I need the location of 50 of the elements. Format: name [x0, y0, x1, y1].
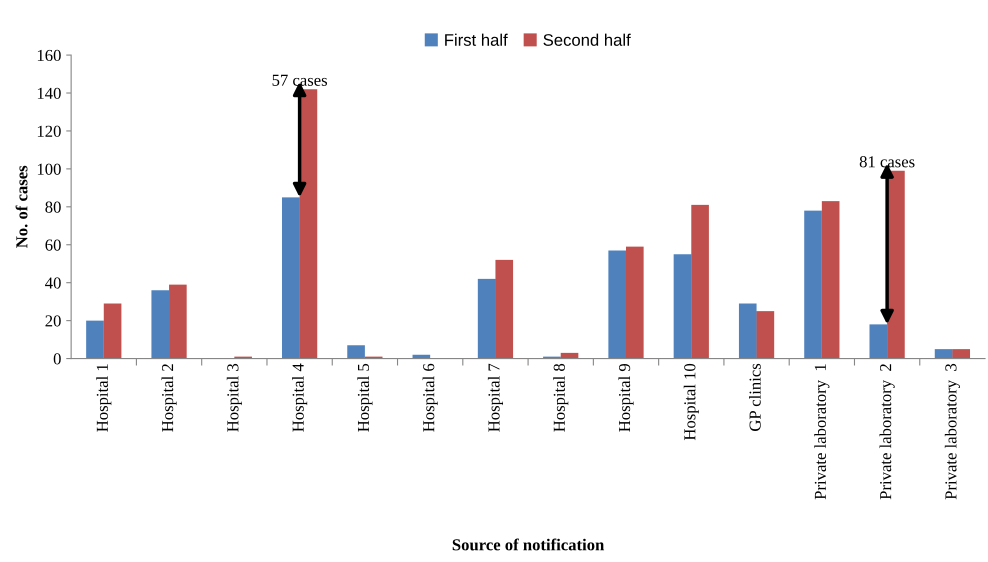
y-tick-label: 160 [38, 50, 61, 62]
bar [300, 89, 318, 359]
x-tick-label: Hospital 5 [357, 364, 372, 432]
y-tick-label: 140 [38, 88, 61, 99]
legend-label: Second half [543, 34, 631, 46]
bar [822, 201, 840, 359]
bar [282, 197, 300, 359]
y-tick-label: 20 [45, 315, 61, 327]
bar [756, 311, 774, 359]
x-tick-label: Hospital 4 [292, 364, 308, 432]
x-tick-label: Hospital 3 [226, 364, 242, 432]
bar [495, 260, 514, 359]
bar [738, 304, 757, 359]
bar [151, 290, 170, 359]
y-tick-label: 60 [45, 239, 61, 251]
x-tick-label: Hospital 2 [161, 364, 177, 432]
y-tick-label: 120 [38, 126, 61, 137]
x-tick-label: Private laboratory 2 [880, 364, 895, 500]
bar [478, 278, 496, 359]
y-tick-label: 0 [54, 353, 61, 365]
bar [169, 284, 187, 359]
bar [104, 304, 122, 359]
legend-label: First half [445, 34, 508, 46]
bar [952, 349, 970, 359]
bar [560, 352, 578, 359]
y-axis-title: No. of cases [16, 166, 28, 248]
x-tick-label: Private laboratory 3 [944, 364, 960, 500]
bar [804, 210, 822, 359]
x-tick-label: Hospital 10 [684, 364, 699, 440]
bar [347, 345, 365, 359]
annotation: 81 cases [860, 156, 915, 168]
bar [674, 254, 692, 359]
x-tick-label: Hospital 7 [488, 364, 504, 432]
x-tick-label: Hospital 1 [96, 364, 112, 432]
x-tick-label: GP clinics [749, 364, 761, 431]
bar [608, 250, 626, 359]
x-tick-label: Hospital 9 [618, 364, 634, 432]
x-tick-label: Hospital 8 [553, 364, 568, 432]
x-axis-title: Source of notification [452, 538, 604, 550]
x-tick-label: Private laboratory 1 [814, 364, 830, 500]
y-tick-label: 40 [45, 277, 61, 289]
x-tick-label: Hospital 6 [422, 364, 438, 432]
bar [691, 204, 709, 359]
bar [626, 246, 644, 359]
bar [934, 349, 952, 359]
y-tick-label: 80 [45, 202, 61, 213]
bar [86, 320, 104, 359]
annotation: 57 cases [272, 74, 328, 86]
y-tick-label: 100 [38, 164, 61, 175]
bar [869, 324, 888, 359]
